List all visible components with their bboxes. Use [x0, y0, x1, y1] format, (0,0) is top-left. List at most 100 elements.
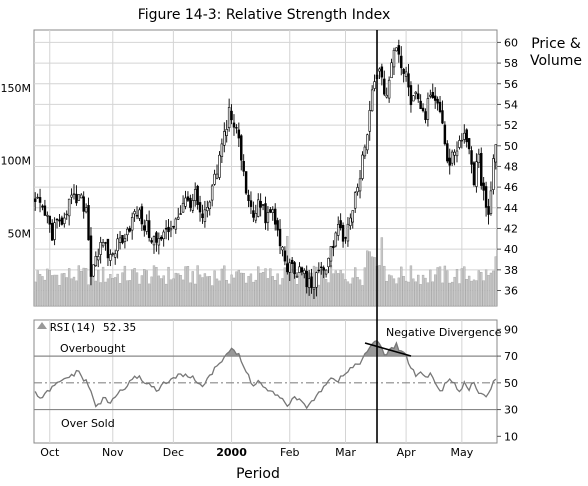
volume-bar	[492, 270, 495, 307]
candle-body	[50, 222, 54, 241]
candle-body	[249, 200, 253, 207]
volume-bar	[446, 270, 449, 307]
volume-bar	[368, 251, 371, 307]
volume-bar	[152, 265, 156, 307]
candle-body	[337, 224, 340, 236]
volume-bar	[244, 282, 248, 307]
candle-body	[300, 267, 304, 273]
volume-bar	[67, 268, 71, 307]
volume-bar	[429, 269, 432, 307]
volume-bar	[114, 277, 117, 307]
candle-body	[463, 132, 466, 140]
volume-bar	[97, 269, 100, 307]
volume-bar	[450, 281, 454, 307]
volume-bar	[51, 275, 54, 307]
candle-body	[416, 93, 420, 100]
candle-body	[89, 235, 93, 277]
candle-body	[225, 129, 228, 136]
volume-bar	[295, 284, 299, 307]
volume-bar	[213, 270, 216, 307]
candle-body	[322, 267, 325, 271]
candle-body	[230, 110, 233, 121]
candle-body	[392, 49, 396, 68]
candle-body	[99, 242, 102, 255]
volume-bar	[482, 280, 485, 307]
volume-bar	[84, 268, 88, 307]
volume-bar	[361, 285, 364, 307]
candle-body	[252, 210, 255, 218]
candle-body	[349, 217, 352, 226]
volume-bar	[264, 268, 267, 307]
candle-body	[472, 162, 476, 186]
candle-body	[58, 219, 61, 222]
volume-bar	[41, 276, 44, 307]
volume-bar	[366, 250, 369, 307]
volume-bar	[223, 265, 226, 307]
volume-bar	[257, 266, 260, 307]
volume-bar	[70, 278, 73, 307]
volume-bar	[329, 265, 333, 307]
candle-body	[288, 262, 291, 273]
volume-bar	[201, 277, 204, 307]
candle-body	[84, 207, 88, 213]
volume-bar	[383, 265, 386, 307]
candle-body	[460, 139, 464, 142]
candle-body	[36, 196, 39, 199]
candle-body	[48, 215, 51, 225]
volume-bar	[400, 266, 403, 307]
candle-body	[477, 153, 481, 164]
candle-body	[489, 190, 493, 214]
candle-body	[60, 217, 64, 225]
candle-body	[46, 214, 49, 217]
volume-bar	[480, 271, 483, 307]
volume-bar	[157, 275, 161, 307]
candle-body	[87, 205, 90, 241]
candle-body	[390, 62, 393, 79]
volume-bar	[477, 270, 480, 307]
volume-bar	[109, 273, 112, 307]
candle-body	[179, 213, 182, 215]
volume-bar	[38, 273, 42, 307]
volume-axis-ticks: 150M 100M 50M	[1, 82, 32, 240]
volume-bar	[34, 281, 37, 307]
candle-body	[293, 262, 296, 275]
volume-bar	[276, 273, 279, 307]
volume-bar	[111, 277, 114, 307]
volume-bar	[274, 280, 277, 307]
overbought-label: Overbought	[60, 342, 126, 355]
candle-body	[244, 171, 248, 194]
candle-body	[329, 246, 333, 262]
x-axis-ticks: Oct Nov Dec 2000 Feb Mar Apr May	[40, 446, 473, 459]
volume-bar	[237, 269, 241, 307]
volume-bar	[463, 266, 466, 307]
candle-body	[327, 257, 330, 268]
volume-bar	[123, 265, 127, 307]
volume-bar	[484, 269, 488, 307]
volume-bar	[349, 283, 352, 307]
volume-bar	[198, 274, 202, 307]
candle-body	[429, 94, 432, 97]
volume-bar	[412, 278, 415, 307]
volume-bar	[298, 271, 301, 307]
candle-body	[160, 236, 163, 240]
candle-body	[196, 185, 199, 205]
x-axis-title: Period	[236, 466, 280, 482]
price-tick-label: 54	[504, 98, 518, 111]
candle-body	[94, 255, 98, 266]
volume-bar	[378, 265, 381, 307]
volume-bar	[431, 281, 434, 307]
price-tick-label: 42	[504, 222, 518, 235]
volume-bar	[232, 277, 236, 307]
candle-body	[220, 143, 224, 157]
candle-body	[475, 161, 478, 187]
candle-body	[67, 198, 71, 217]
candle-body	[133, 211, 136, 215]
candle-body	[424, 111, 427, 121]
candle-body	[269, 209, 272, 213]
volume-bar	[475, 280, 478, 307]
volume-bar	[489, 272, 493, 307]
candle-body	[467, 138, 471, 150]
candle-body	[145, 220, 148, 232]
volume-bar	[177, 273, 180, 307]
candle-body	[55, 218, 59, 221]
